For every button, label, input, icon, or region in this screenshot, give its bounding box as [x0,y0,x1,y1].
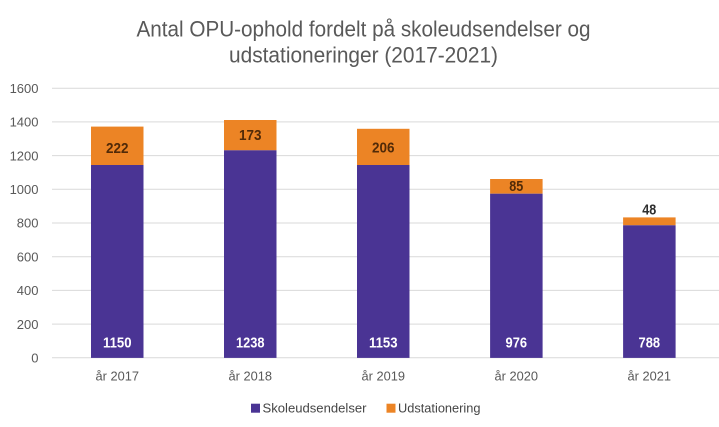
svg-text:788: 788 [639,334,661,351]
svg-text:976: 976 [506,334,528,351]
svg-text:1200: 1200 [10,148,39,163]
svg-text:1238: 1238 [236,334,265,351]
svg-text:206: 206 [372,139,395,156]
svg-text:år 2021: år 2021 [628,369,672,384]
svg-text:200: 200 [17,317,39,332]
svg-text:udstationeringer (2017-2021): udstationeringer (2017-2021) [229,43,498,68]
svg-text:173: 173 [239,127,262,144]
svg-text:1600: 1600 [10,81,39,96]
svg-text:1153: 1153 [369,334,398,351]
svg-text:48: 48 [642,201,656,218]
svg-text:Udstationering: Udstationering [398,401,481,416]
svg-text:Skoleudsendelser: Skoleudsendelser [263,401,368,416]
svg-text:222: 222 [106,140,129,157]
svg-text:600: 600 [17,249,39,264]
svg-text:1000: 1000 [10,182,39,197]
svg-text:400: 400 [17,283,39,298]
svg-text:1400: 1400 [10,115,39,130]
svg-text:år 2017: år 2017 [96,369,140,384]
svg-text:år 2020: år 2020 [495,369,539,384]
svg-text:1150: 1150 [103,334,132,351]
svg-text:0: 0 [31,351,38,366]
svg-text:år 2018: år 2018 [229,369,273,384]
svg-text:800: 800 [17,216,39,231]
svg-text:år 2019: år 2019 [362,369,406,384]
svg-text:85: 85 [509,178,523,195]
svg-text:Antal OPU-ophold fordelt på sk: Antal OPU-ophold fordelt på skoleudsende… [137,17,591,42]
